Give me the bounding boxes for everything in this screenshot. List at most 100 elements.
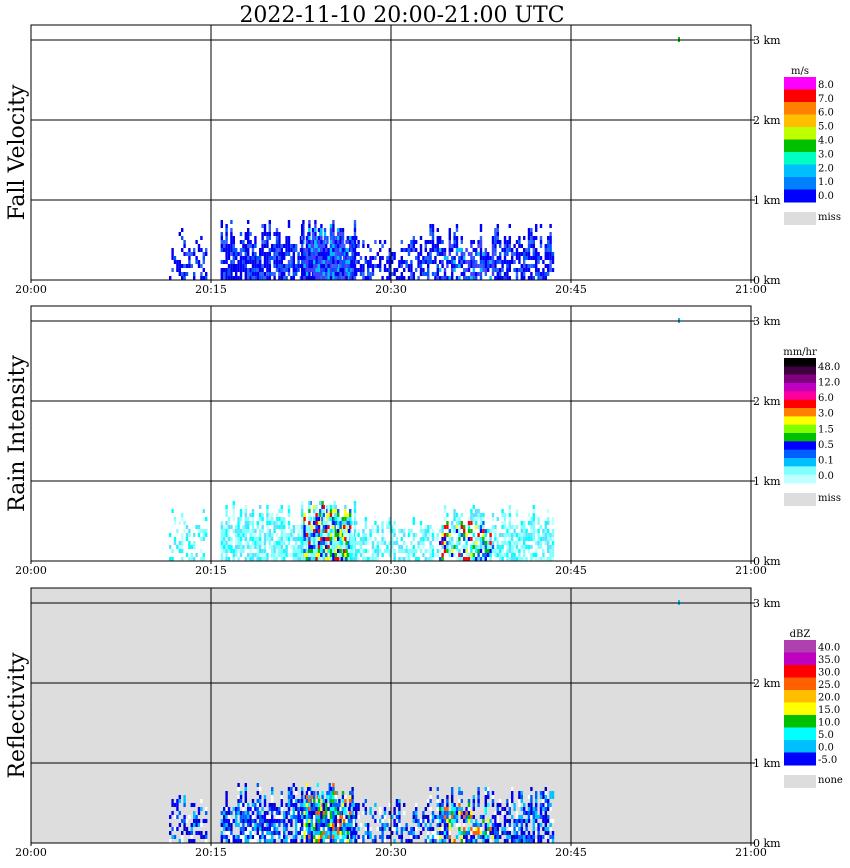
echo-cell	[374, 256, 377, 260]
echo-cell	[290, 839, 293, 843]
echo-cell	[329, 232, 333, 236]
echo-cell	[477, 513, 480, 517]
echo-cell	[278, 811, 281, 815]
echo-cell	[275, 256, 279, 260]
echo-cell	[357, 252, 360, 256]
echo-cell	[453, 236, 456, 240]
echo-cell	[451, 545, 454, 549]
echo-cell	[278, 244, 281, 248]
echo-cell	[539, 256, 543, 260]
echo-cell	[327, 276, 330, 280]
echo-cell	[334, 831, 337, 835]
chart-title: 2022-11-10 20:00-21:00 UTC	[239, 3, 564, 28]
echo-cell	[256, 827, 259, 831]
echo-cell	[520, 795, 523, 799]
echo-cell	[301, 252, 304, 256]
echo-cell	[320, 839, 323, 843]
echo-cell	[419, 272, 423, 276]
echo-cell	[458, 521, 461, 525]
echo-cell	[539, 815, 543, 819]
echo-cell	[477, 252, 480, 256]
echo-cell	[351, 791, 354, 795]
echo-cell	[446, 799, 449, 803]
echo-cell	[537, 541, 540, 545]
echo-cell	[496, 545, 499, 549]
echo-cell	[482, 835, 485, 839]
echo-cell	[313, 823, 316, 827]
echo-cell	[178, 541, 181, 545]
echo-cell	[422, 533, 425, 537]
echo-cell	[523, 811, 526, 815]
echo-cell	[237, 557, 240, 561]
echo-cell	[412, 819, 415, 823]
echo-cell	[237, 260, 240, 264]
echo-cell	[327, 827, 330, 831]
echo-cell	[301, 517, 304, 521]
echo-cell	[266, 517, 269, 521]
echo-cell	[535, 541, 538, 545]
echo-cell	[329, 811, 333, 815]
echo-cell	[313, 513, 316, 517]
echo-cell	[427, 272, 430, 276]
echo-cell	[301, 533, 304, 537]
echo-cell	[303, 553, 306, 557]
echo-cell	[297, 839, 300, 843]
echo-cell	[313, 811, 316, 815]
echo-cell	[506, 823, 509, 827]
echo-cell	[263, 827, 267, 831]
echo-cell	[235, 256, 238, 260]
echo-cell	[259, 811, 262, 815]
echo-cell	[220, 248, 223, 252]
echo-cell	[308, 541, 311, 545]
echo-cell	[350, 248, 353, 252]
echo-cell	[239, 509, 243, 513]
echo-cell	[244, 545, 247, 549]
echo-cell	[261, 839, 264, 843]
echo-cell	[339, 835, 342, 839]
echo-cell	[458, 803, 461, 807]
echo-cell	[331, 819, 334, 823]
echo-cell	[535, 815, 538, 819]
echo-cell	[470, 521, 473, 525]
echo-cell	[388, 268, 391, 272]
echo-cell	[455, 224, 459, 228]
echo-cell	[171, 256, 174, 260]
echo-cell	[448, 819, 451, 823]
echo-cell	[223, 557, 226, 561]
echo-cell	[283, 525, 286, 529]
echo-cell	[491, 795, 495, 799]
echo-cell	[230, 272, 233, 276]
echo-cell	[475, 827, 478, 831]
echo-cell	[343, 819, 346, 823]
echo-cell	[185, 533, 189, 537]
echo-cell	[254, 537, 257, 541]
echo-cell	[376, 827, 379, 831]
echo-cell	[349, 533, 352, 537]
echo-cell	[403, 803, 406, 807]
echo-cell	[327, 553, 330, 557]
echo-cell	[297, 256, 300, 260]
echo-cell	[301, 823, 304, 827]
echo-cell	[463, 549, 466, 553]
echo-cell	[391, 541, 394, 545]
echo-cell	[441, 276, 444, 280]
echo-cell	[337, 831, 340, 835]
echo-cell	[383, 815, 387, 819]
echo-cell	[487, 256, 490, 260]
legend-unit: dBZ	[790, 629, 811, 640]
echo-cell	[453, 803, 456, 807]
echo-cell	[303, 827, 306, 831]
echo-cell	[308, 827, 311, 831]
echo-cell	[244, 236, 247, 240]
echo-cell	[439, 260, 442, 264]
echo-cell	[295, 827, 298, 831]
echo-cell	[280, 252, 283, 256]
echo-cell	[460, 815, 463, 819]
echo-cell	[551, 521, 555, 525]
echo-cell	[320, 819, 323, 823]
legend-label: 0.0	[818, 471, 834, 482]
echo-cell	[547, 819, 550, 823]
echo-cell	[415, 549, 418, 553]
echo-cell	[451, 553, 454, 557]
legend-label: 30.0	[818, 667, 840, 678]
